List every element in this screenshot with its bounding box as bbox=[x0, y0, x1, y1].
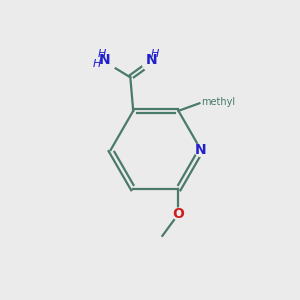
Circle shape bbox=[95, 52, 116, 72]
Text: H: H bbox=[151, 49, 159, 59]
Text: N: N bbox=[146, 53, 158, 68]
Text: methyl: methyl bbox=[201, 97, 235, 107]
Text: H: H bbox=[93, 59, 101, 70]
Text: O: O bbox=[172, 207, 184, 221]
Text: H: H bbox=[98, 49, 106, 59]
Text: N: N bbox=[99, 53, 111, 68]
Circle shape bbox=[195, 144, 208, 156]
Text: N: N bbox=[195, 143, 207, 157]
Circle shape bbox=[142, 53, 161, 71]
Circle shape bbox=[172, 208, 184, 220]
